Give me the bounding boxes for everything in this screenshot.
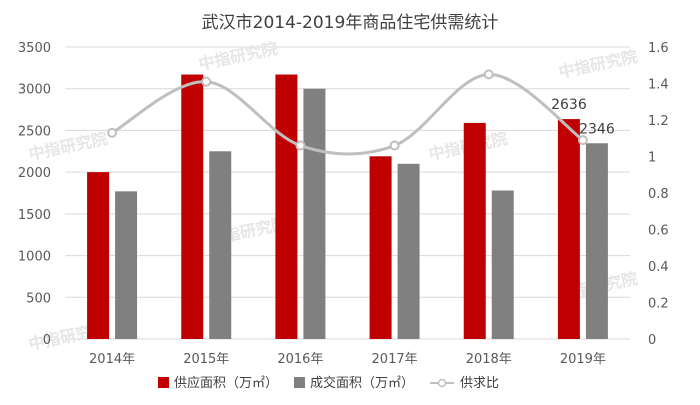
legend-marker	[437, 378, 447, 388]
watermark-text: 中指研究院	[197, 39, 279, 74]
bar	[397, 163, 420, 339]
y-right-tick-label: 1.2	[648, 114, 669, 129]
watermark-text: 中指研究院	[557, 47, 639, 82]
bar	[275, 74, 298, 339]
grid-layer	[65, 46, 630, 340]
y-left-tick-label: 1000	[18, 250, 51, 265]
axis-layer: 0 500 1000 1500 2000 2500 3000 3500 0 0.2 0.4 0.6 0.…	[18, 41, 669, 367]
bar	[491, 190, 514, 339]
legend-swatch	[158, 377, 169, 388]
legend-label: 供求比	[460, 376, 499, 391]
labels-layer: 2636 2346	[551, 97, 615, 137]
bar	[87, 172, 110, 339]
y-left-tick-label: 500	[26, 291, 51, 306]
line-point	[295, 140, 306, 151]
line-point	[389, 140, 400, 151]
x-tick-label: 2018年	[466, 352, 512, 367]
line-point	[201, 76, 212, 87]
y-left-tick-label: 2500	[18, 124, 51, 139]
x-tick-label: 2014年	[89, 352, 135, 367]
y-right-tick-label: 1.6	[648, 41, 669, 56]
y-right-tick-label: 0.4	[648, 260, 669, 275]
x-tick-label: 2016年	[277, 352, 323, 367]
x-tick-label: 2015年	[183, 352, 229, 367]
data-label: 2346	[579, 121, 615, 137]
y-left-tick-label: 0	[43, 333, 51, 348]
y-left-tick-label: 2000	[18, 166, 51, 181]
chart-title: 武汉市2014-2019年商品住宅供需统计	[202, 13, 499, 33]
line-point	[483, 69, 494, 80]
x-tick-label: 2019年	[560, 352, 606, 367]
data-label: 2636	[551, 97, 587, 113]
y-left-tick-label: 1500	[18, 208, 51, 223]
x-tick-label: 2017年	[372, 352, 418, 367]
legend-swatch	[294, 377, 305, 388]
bar	[369, 156, 392, 339]
bar	[585, 143, 608, 339]
y-right-tick-label: 1	[648, 151, 656, 166]
bar	[181, 74, 204, 339]
legend-label: 供应面积（万㎡）	[174, 375, 278, 391]
bar	[303, 88, 326, 339]
bar	[557, 119, 580, 340]
legend-label: 成交面积（万㎡）	[310, 375, 414, 391]
y-right-tick-label: 0.6	[648, 224, 669, 239]
y-right-tick-label: 0.2	[648, 297, 669, 312]
y-right-tick-label: 0	[648, 333, 656, 348]
line-point	[577, 135, 588, 146]
y-left-tick-label: 3000	[18, 83, 51, 98]
series-line	[111, 72, 584, 156]
legend: 供应面积（万㎡） 成交面积（万㎡） 供求比	[158, 375, 499, 391]
y-right-tick-label: 1.4	[648, 78, 669, 93]
bar	[463, 122, 486, 339]
bars-layer	[87, 74, 608, 340]
line-layer	[107, 69, 588, 156]
line-point	[107, 127, 118, 138]
y-left-tick-label: 3500	[18, 41, 51, 56]
bar	[115, 191, 138, 339]
bar	[209, 151, 232, 339]
y-right-tick-label: 0.8	[648, 187, 669, 202]
